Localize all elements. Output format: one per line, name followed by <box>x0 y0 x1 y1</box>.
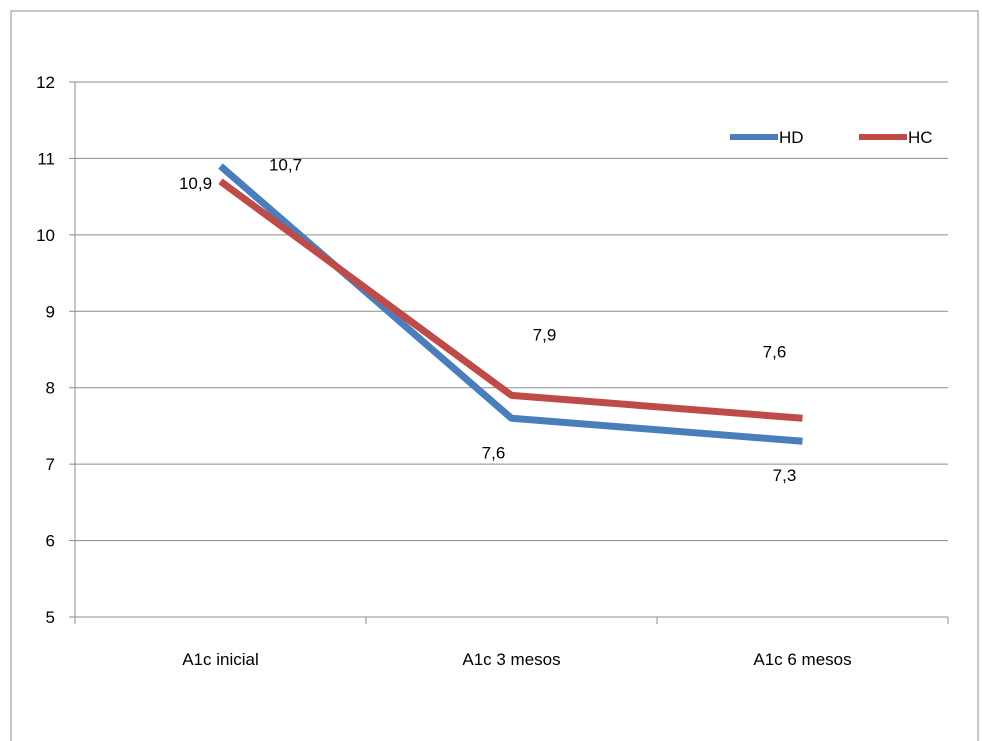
y-tick-label: 7 <box>46 455 55 474</box>
data-label-hd: 7,6 <box>482 443 506 462</box>
x-tick-label: A1c 3 mesos <box>462 650 560 669</box>
x-tick-label: A1c 6 mesos <box>753 650 851 669</box>
x-axis-tick-labels: A1c inicial A1c 3 mesos A1c 6 mesos <box>182 650 851 669</box>
legend: HD HC <box>730 128 933 147</box>
y-tick-label: 10 <box>36 226 55 245</box>
y-tick-label: 11 <box>37 149 55 168</box>
legend-label-hd: HD <box>779 128 804 147</box>
y-tick-label: 8 <box>46 379 55 398</box>
y-tick-label: 12 <box>36 73 55 92</box>
y-axis-tick-labels: 5 6 7 8 9 10 11 12 <box>36 73 55 627</box>
data-label-hc: 10,7 <box>269 155 302 174</box>
data-labels: 10,9 7,6 7,3 10,7 7,9 7,6 <box>179 155 796 485</box>
x-tick-label: A1c inicial <box>182 650 259 669</box>
legend-label-hc: HC <box>908 128 933 147</box>
axes <box>69 81 949 624</box>
y-tick-label: 9 <box>46 302 55 321</box>
data-label-hc: 7,6 <box>763 342 787 361</box>
data-label-hd: 7,3 <box>773 466 797 485</box>
data-label-hc: 7,9 <box>533 325 557 344</box>
series-line-hc <box>218 178 803 422</box>
chart-border <box>10 10 979 741</box>
series-lines <box>218 163 803 445</box>
y-tick-label: 5 <box>46 608 55 627</box>
y-tick-label: 6 <box>46 532 55 551</box>
gridlines <box>75 81 948 542</box>
data-label-hd: 10,9 <box>179 174 212 193</box>
